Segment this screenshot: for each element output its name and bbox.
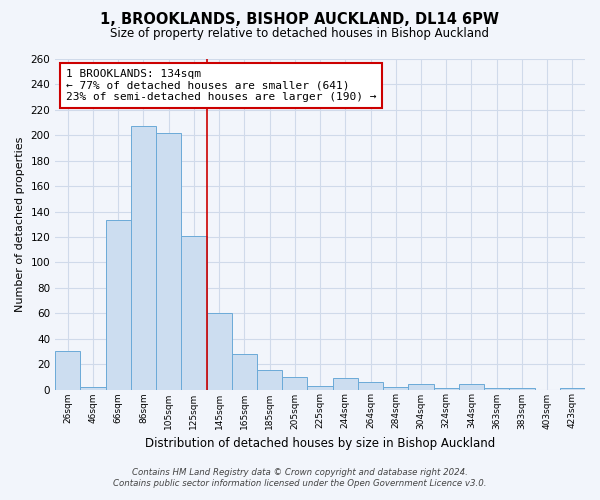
Text: Size of property relative to detached houses in Bishop Auckland: Size of property relative to detached ho…	[110, 28, 490, 40]
Bar	[206, 313, 232, 390]
Bar	[257, 370, 282, 390]
Bar	[131, 126, 156, 390]
Text: 1 BROOKLANDS: 134sqm
← 77% of detached houses are smaller (641)
23% of semi-deta: 1 BROOKLANDS: 134sqm ← 77% of detached h…	[66, 69, 376, 102]
Bar	[358, 382, 383, 390]
X-axis label: Distribution of detached houses by size in Bishop Auckland: Distribution of detached houses by size …	[145, 437, 495, 450]
Y-axis label: Number of detached properties: Number of detached properties	[15, 136, 25, 312]
Bar	[484, 388, 509, 390]
Bar	[106, 220, 131, 390]
Bar	[55, 352, 80, 390]
Bar	[459, 384, 484, 390]
Bar	[332, 378, 358, 390]
Text: 1, BROOKLANDS, BISHOP AUCKLAND, DL14 6PW: 1, BROOKLANDS, BISHOP AUCKLAND, DL14 6PW	[101, 12, 499, 28]
Bar	[80, 387, 106, 390]
Bar	[156, 132, 181, 390]
Text: Contains HM Land Registry data © Crown copyright and database right 2024.
Contai: Contains HM Land Registry data © Crown c…	[113, 468, 487, 487]
Bar	[307, 386, 332, 390]
Bar	[282, 377, 307, 390]
Bar	[409, 384, 434, 390]
Bar	[509, 388, 535, 390]
Bar	[434, 388, 459, 390]
Bar	[232, 354, 257, 390]
Bar	[181, 236, 206, 390]
Bar	[560, 388, 585, 390]
Bar	[383, 387, 409, 390]
